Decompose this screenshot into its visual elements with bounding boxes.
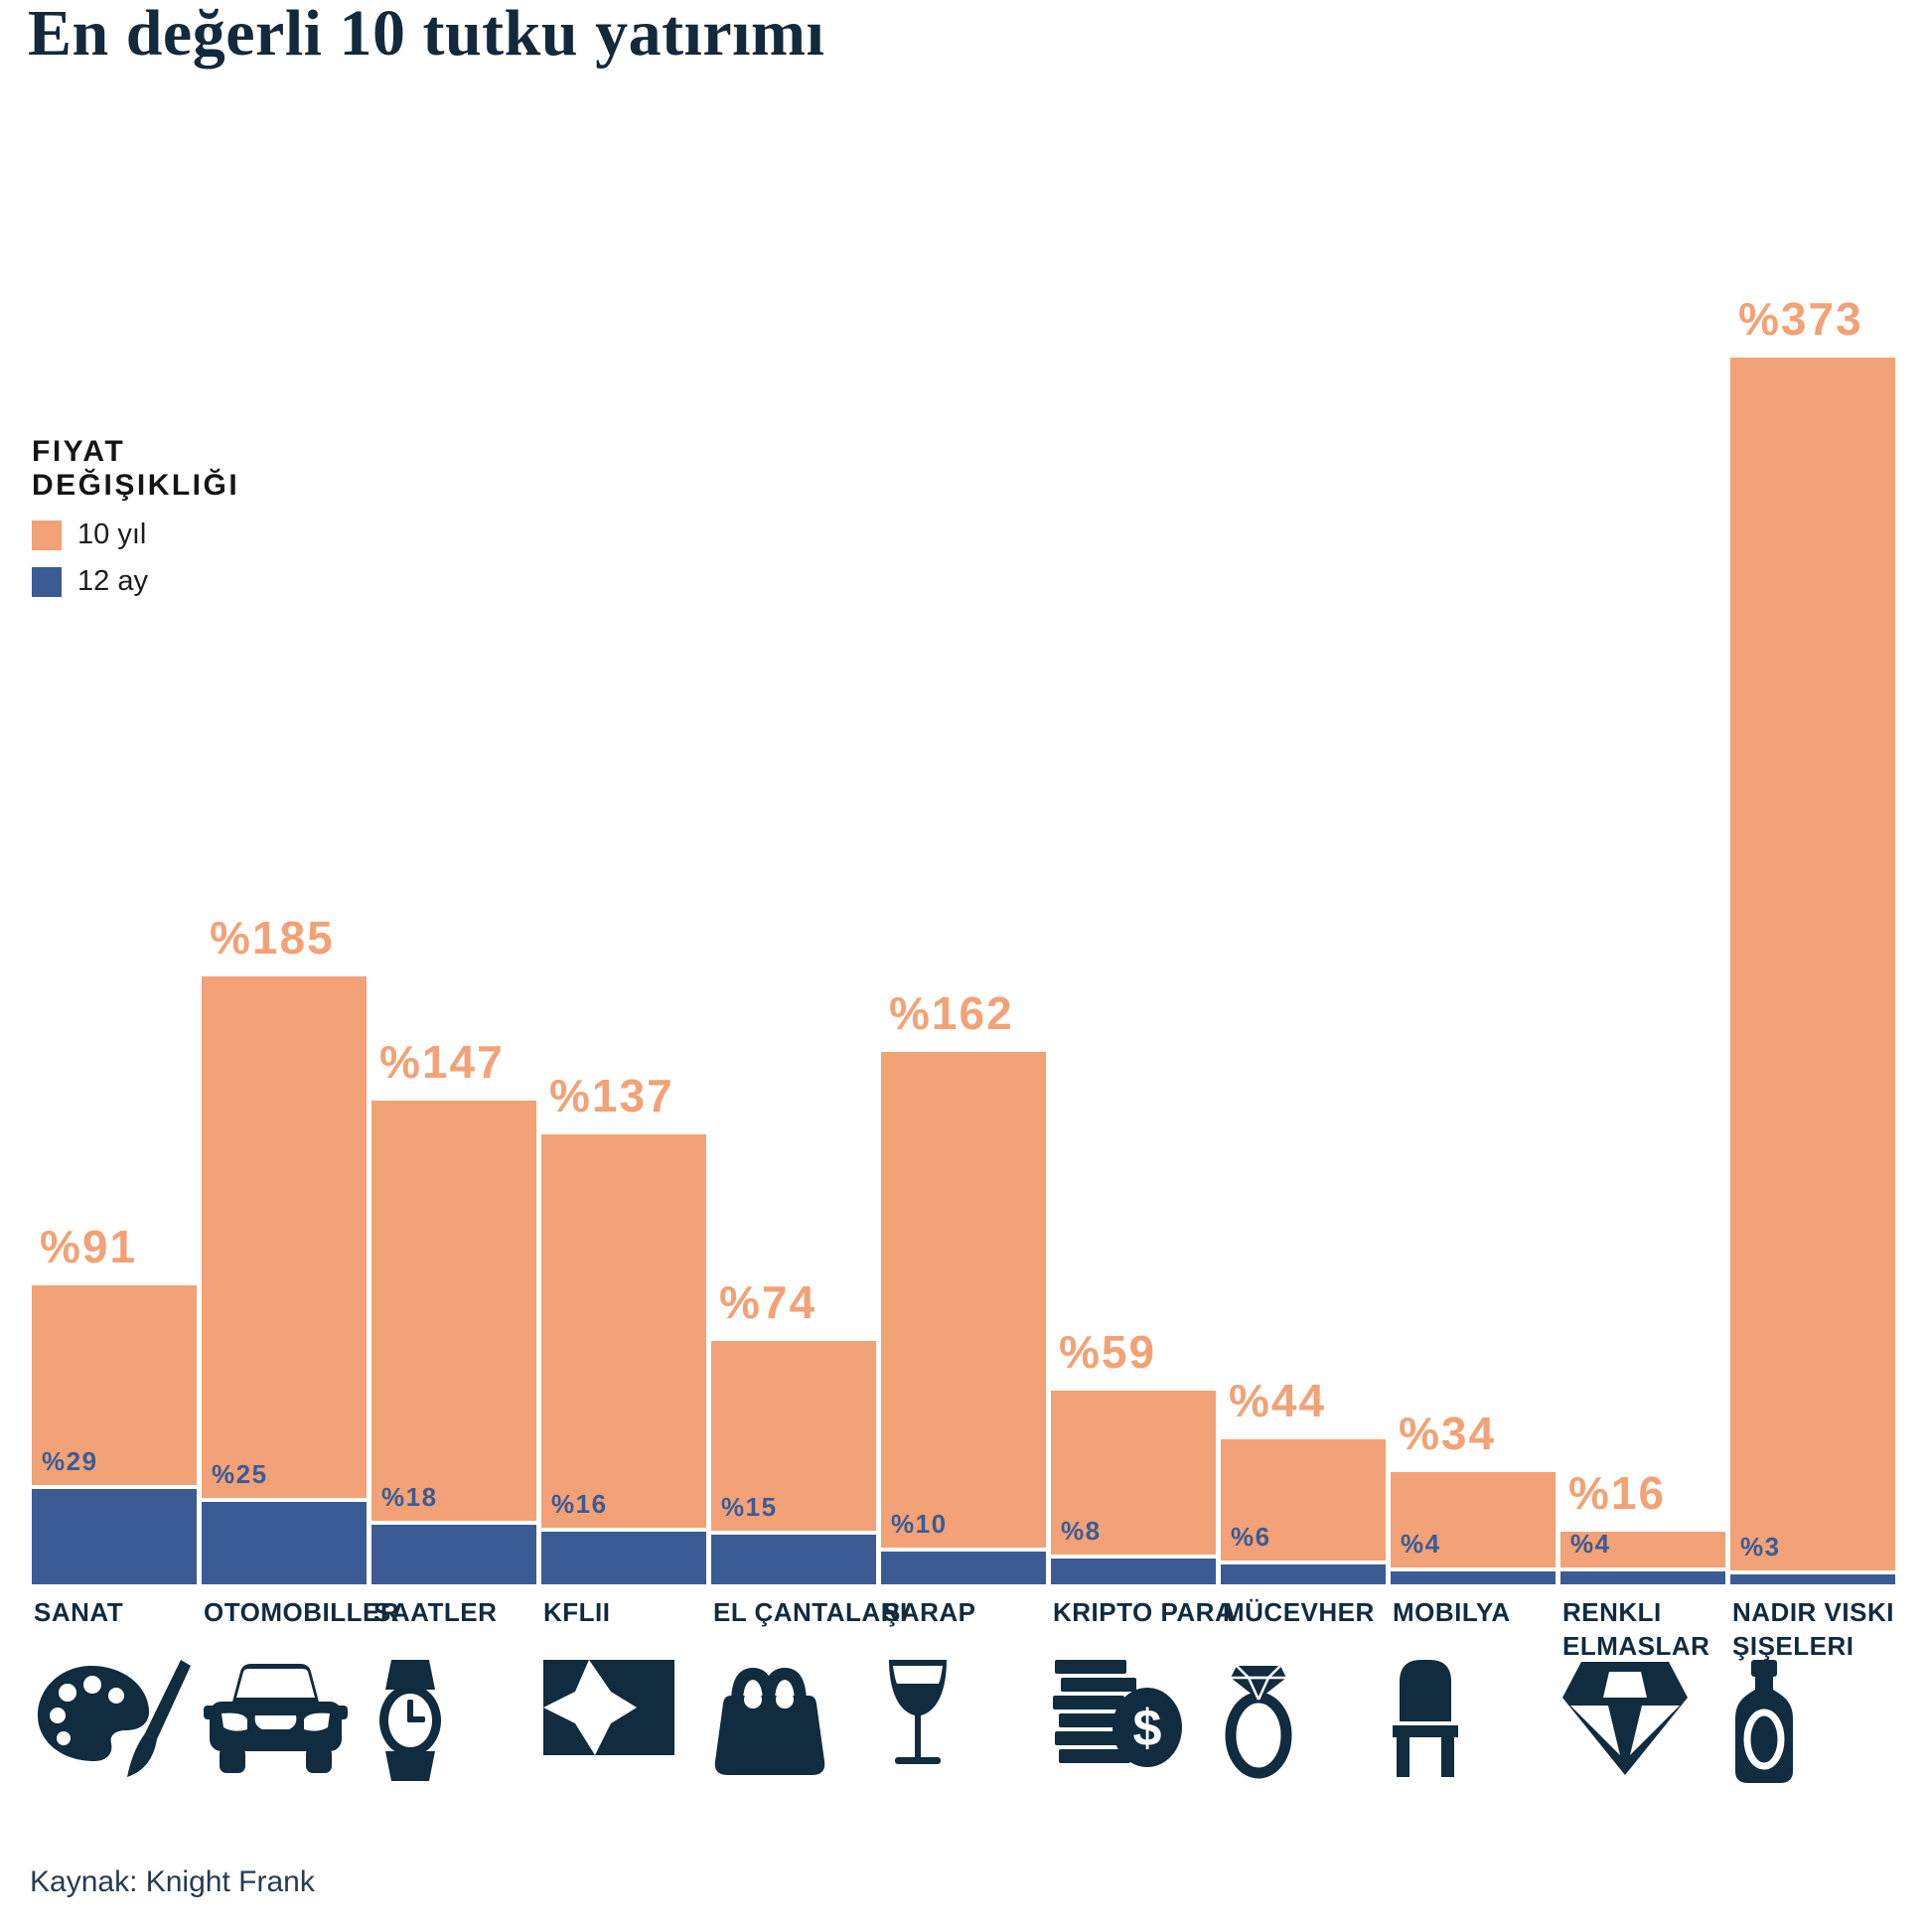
- legend-title-line2: DEĞIŞIKLIĞI: [32, 469, 240, 503]
- coins-dollar-icon: $: [1053, 1660, 1182, 1781]
- legend-title: FIYAT DEĞIŞIKLIĞI: [32, 435, 239, 503]
- bar-segment-10yr: [711, 1341, 876, 1531]
- value-label-12mo: %25: [212, 1459, 268, 1489]
- bar-column: %59 %8 KRIPTO PARA $: [1051, 0, 1234, 1767]
- legend-label-12mo: 12 ay: [77, 565, 148, 598]
- value-label-10yr: %59: [1059, 1326, 1157, 1378]
- bar-segment-10yr: [881, 1052, 1046, 1548]
- value-label-12mo: %4: [1401, 1529, 1441, 1559]
- bar-segment-10yr: [1221, 1439, 1386, 1560]
- bar-segment-10yr: [202, 976, 367, 1498]
- bar-segment-12mo: [1221, 1564, 1386, 1584]
- value-label-10yr: %373: [1738, 293, 1863, 345]
- legend-item-12mo: 12 ay: [32, 565, 239, 598]
- value-label-12mo: %16: [551, 1489, 608, 1519]
- wine-glass-icon: [883, 1660, 953, 1781]
- value-label-12mo: %18: [381, 1482, 438, 1512]
- bar-column: %44 %6 MÜCEVHER: [1221, 0, 1386, 1779]
- bar-column: %162 %10 ŞARAP: [881, 0, 1046, 1764]
- value-label-12mo: %29: [42, 1446, 98, 1476]
- value-label-12mo: %10: [891, 1509, 948, 1539]
- bar-segment-12mo: [881, 1552, 1046, 1584]
- legend: FIYAT DEĞIŞIKLIĞI 10 yıl 12 ay: [32, 435, 239, 612]
- category-label: OTOMOBILLER: [204, 1597, 400, 1627]
- category-label: SANAT: [34, 1597, 124, 1627]
- value-label-10yr: %34: [1399, 1408, 1497, 1459]
- bar-segment-12mo: [1391, 1571, 1556, 1584]
- car-icon: [204, 1660, 348, 1781]
- category-label: RENKLI ELMASLAR: [1562, 1597, 1710, 1661]
- category-label: KRIPTO PARA: [1053, 1597, 1235, 1627]
- value-label-10yr: %147: [379, 1036, 505, 1088]
- wristwatch-icon: [373, 1660, 447, 1781]
- legend-title-line1: FIYAT: [32, 435, 126, 468]
- diamond-icon: [1562, 1660, 1688, 1781]
- value-label-12mo: %3: [1740, 1532, 1781, 1561]
- value-label-10yr: %16: [1568, 1467, 1667, 1519]
- category-label: ŞARAP: [883, 1597, 976, 1627]
- bar-column: %137 %16 KFLII: [541, 0, 706, 1755]
- bar-column: %91 %29 SANAT: [32, 0, 197, 1777]
- value-label-10yr: %44: [1229, 1375, 1327, 1426]
- legend-swatch-12mo-icon: [32, 566, 62, 597]
- value-label-10yr: %74: [719, 1276, 817, 1328]
- bar-chart: %91 %29 SANAT %185 %25 OTOMOBILLER %147 %18 SAAT…: [32, 0, 1895, 1783]
- category-label: KFLII: [543, 1597, 611, 1627]
- chair-icon: [1393, 1660, 1458, 1781]
- bar-column: %185 %25 OTOMOBILLER: [202, 0, 399, 1773]
- legend-item-10yr: 10 yıl: [32, 519, 239, 551]
- bar-column: %373 %3 NADIR VISKI ŞIŞELERI: [1730, 0, 1895, 1783]
- bar-segment-10yr: [32, 1285, 197, 1485]
- bar-segment-12mo: [711, 1535, 876, 1584]
- bar-segment-10yr: [1560, 1532, 1725, 1567]
- whisky-bottle-icon: [1732, 1660, 1796, 1783]
- handbag-icon: [713, 1660, 826, 1781]
- palette-brush-icon: [34, 1660, 191, 1781]
- bar-segment-12mo: [371, 1525, 536, 1584]
- legend-label-10yr: 10 yıl: [77, 519, 147, 551]
- legend-swatch-10yr-icon: [32, 520, 62, 550]
- bar-segment-12mo: [32, 1489, 197, 1584]
- bar-column: %147 %18 SAATLER: [371, 0, 536, 1781]
- category-label: MÜCEVHER: [1223, 1597, 1375, 1627]
- bar-segment-10yr: [1391, 1472, 1556, 1567]
- value-label-10yr: %91: [40, 1221, 138, 1272]
- category-label: NADIR VISKI ŞIŞELERI: [1732, 1597, 1894, 1661]
- value-label-10yr: %162: [889, 987, 1014, 1039]
- value-label-12mo: %6: [1231, 1522, 1271, 1552]
- category-label: SAATLER: [373, 1597, 498, 1627]
- svg-text:$: $: [1133, 1700, 1162, 1757]
- value-label-12mo: %15: [721, 1492, 778, 1522]
- bar-segment-10yr: [371, 1101, 536, 1521]
- bar-segment-12mo: [541, 1532, 706, 1584]
- bar-column: %16 %4 RENKLI ELMASLAR: [1560, 0, 1725, 1775]
- bar-column: %34 %4 MOBILYA: [1391, 0, 1556, 1777]
- value-label-10yr: %137: [549, 1070, 674, 1121]
- bar-segment-10yr: [1051, 1391, 1216, 1555]
- value-label-12mo: %4: [1570, 1529, 1611, 1559]
- bar-segment-10yr: [541, 1134, 706, 1528]
- bar-column: %74 %15 EL ÇANTALARI: [711, 0, 907, 1775]
- category-label: MOBILYA: [1393, 1597, 1511, 1627]
- bar-segment-12mo: [1051, 1559, 1216, 1584]
- bar-segment-12mo: [1730, 1574, 1895, 1584]
- legend-items: 10 yıl 12 ay: [32, 519, 239, 598]
- value-label-12mo: %8: [1061, 1516, 1102, 1546]
- bar-segment-12mo: [1560, 1571, 1725, 1584]
- bar-segment-12mo: [202, 1502, 367, 1584]
- page-title: En değerli 10 tutku yatırımı: [28, 0, 825, 70]
- source-note: Kaynak: Knight Frank: [30, 1865, 315, 1898]
- bar-segment-10yr: [1730, 358, 1895, 1570]
- knight-frank-logo-icon: [543, 1660, 674, 1781]
- category-label: EL ÇANTALARI: [713, 1597, 908, 1627]
- value-label-10yr: %185: [210, 912, 335, 964]
- ring-icon: [1223, 1660, 1294, 1781]
